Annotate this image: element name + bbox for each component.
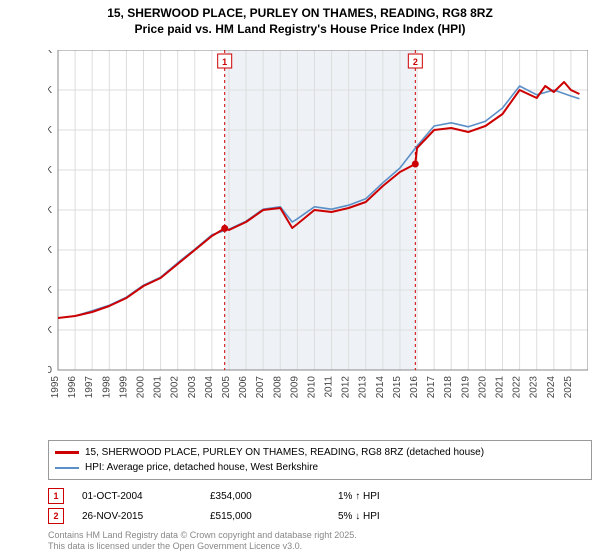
chart-area: £0 £100K £200K £300K £400K £500K £600K £700K £80…	[48, 50, 588, 400]
footer-line2: This data is licensed under the Open Gov…	[48, 541, 357, 552]
svg-text:£600K: £600K	[48, 125, 52, 136]
svg-text:2003: 2003	[187, 376, 198, 399]
svg-text:£0: £0	[48, 365, 52, 376]
marker-price-1: £354,000	[210, 491, 320, 502]
svg-text:1995: 1995	[50, 376, 61, 399]
svg-text:2015: 2015	[392, 376, 403, 399]
svg-text:£800K: £800K	[48, 50, 52, 56]
svg-text:2018: 2018	[443, 376, 454, 399]
svg-text:£700K: £700K	[48, 85, 52, 96]
marker-delta-1: 1% ↑ HPI	[338, 491, 448, 502]
title-line2: Price paid vs. HM Land Registry's House …	[0, 22, 600, 38]
legend-row-1: 15, SHERWOOD PLACE, PURLEY ON THAMES, RE…	[55, 445, 585, 460]
svg-text:1996: 1996	[67, 376, 78, 399]
chart-svg: £0 £100K £200K £300K £400K £500K £600K £700K £80…	[48, 50, 588, 410]
legend-label-1: 15, SHERWOOD PLACE, PURLEY ON THAMES, RE…	[85, 445, 484, 460]
chart-title: 15, SHERWOOD PLACE, PURLEY ON THAMES, RE…	[0, 0, 600, 37]
svg-text:2013: 2013	[358, 376, 369, 399]
marker-date-1: 01-OCT-2004	[82, 491, 192, 502]
svg-text:2012: 2012	[341, 376, 352, 399]
svg-text:2000: 2000	[135, 376, 146, 399]
svg-text:2: 2	[413, 57, 418, 67]
svg-text:2001: 2001	[153, 376, 164, 399]
marker-date-2: 26-NOV-2015	[82, 511, 192, 522]
marker-price-2: £515,000	[210, 511, 320, 522]
legend: 15, SHERWOOD PLACE, PURLEY ON THAMES, RE…	[48, 440, 592, 480]
svg-text:2016: 2016	[409, 376, 420, 399]
svg-text:2011: 2011	[324, 376, 335, 398]
svg-text:£300K: £300K	[48, 245, 52, 256]
svg-text:2009: 2009	[289, 376, 300, 399]
svg-text:1997: 1997	[84, 376, 95, 399]
legend-row-2: HPI: Average price, detached house, West…	[55, 460, 585, 475]
svg-text:2007: 2007	[255, 376, 266, 399]
svg-text:2025: 2025	[563, 376, 574, 399]
svg-text:2020: 2020	[477, 376, 488, 399]
legend-label-2: HPI: Average price, detached house, West…	[85, 460, 318, 475]
marker-delta-2: 5% ↓ HPI	[338, 511, 448, 522]
svg-text:1: 1	[222, 57, 227, 67]
svg-text:£200K: £200K	[48, 285, 52, 296]
svg-text:2023: 2023	[529, 376, 540, 399]
svg-text:1999: 1999	[118, 376, 129, 399]
svg-text:2005: 2005	[221, 376, 232, 399]
svg-text:2014: 2014	[375, 376, 386, 399]
svg-text:2019: 2019	[460, 376, 471, 399]
marker-row-2: 2 26-NOV-2015 £515,000 5% ↓ HPI	[48, 506, 578, 526]
footer: Contains HM Land Registry data © Crown c…	[48, 530, 357, 552]
chart-container: 15, SHERWOOD PLACE, PURLEY ON THAMES, RE…	[0, 0, 600, 560]
marker-box-2: 2	[48, 508, 64, 524]
svg-text:2022: 2022	[512, 376, 523, 399]
marker-box-1: 1	[48, 488, 64, 504]
svg-text:2006: 2006	[238, 376, 249, 399]
title-line1: 15, SHERWOOD PLACE, PURLEY ON THAMES, RE…	[0, 6, 600, 22]
svg-text:2004: 2004	[204, 376, 215, 399]
marker-num-2: 2	[53, 511, 58, 521]
svg-text:2010: 2010	[306, 376, 317, 399]
svg-text:2002: 2002	[170, 376, 181, 399]
svg-text:£100K: £100K	[48, 325, 52, 336]
svg-text:1998: 1998	[101, 376, 112, 399]
marker-row-1: 1 01-OCT-2004 £354,000 1% ↑ HPI	[48, 486, 578, 506]
svg-text:2021: 2021	[495, 376, 506, 399]
svg-text:2008: 2008	[272, 376, 283, 399]
footer-line1: Contains HM Land Registry data © Crown c…	[48, 530, 357, 541]
svg-text:2017: 2017	[426, 376, 437, 399]
sale-markers: 1 01-OCT-2004 £354,000 1% ↑ HPI 2 26-NOV…	[48, 486, 578, 526]
svg-text:£500K: £500K	[48, 165, 52, 176]
legend-line-2	[55, 467, 79, 469]
marker-num-1: 1	[53, 491, 58, 501]
legend-line-1	[55, 451, 79, 454]
svg-text:2024: 2024	[546, 376, 557, 399]
svg-text:£400K: £400K	[48, 205, 52, 216]
